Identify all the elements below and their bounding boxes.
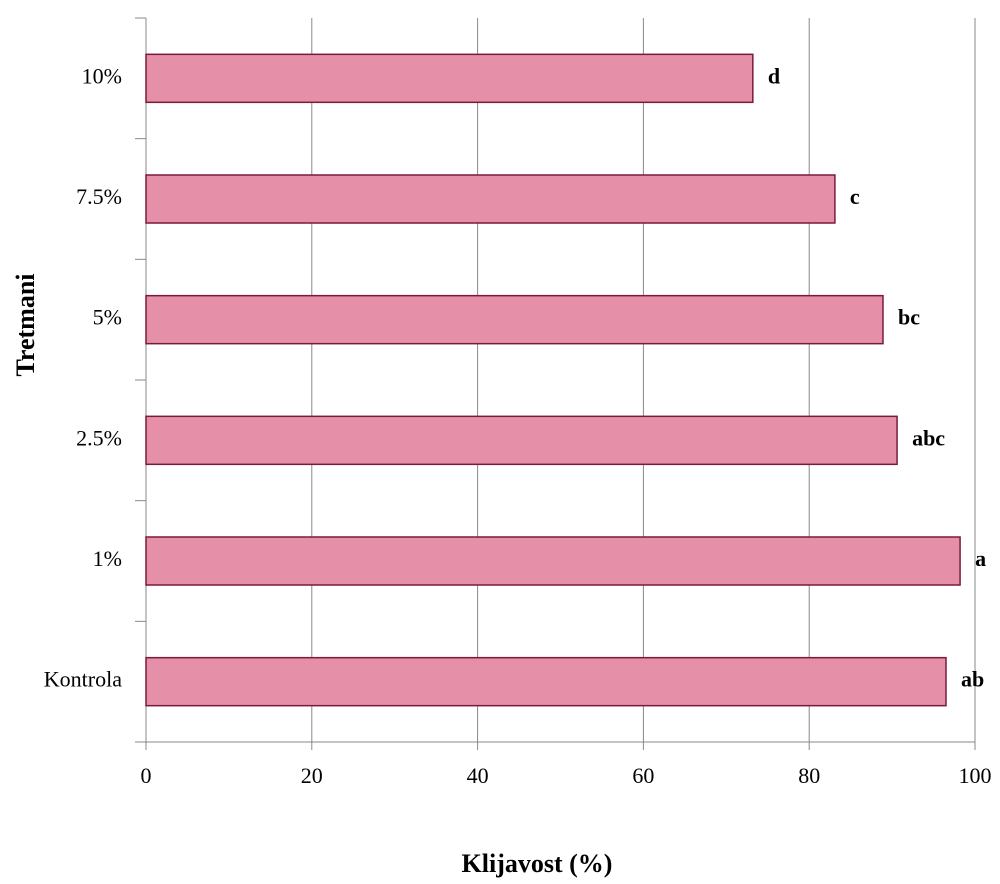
- bar: [145, 53, 754, 104]
- y-tick-label: 10%: [82, 63, 122, 88]
- annotation: a: [975, 546, 986, 571]
- y-axis-label: Tretmani: [11, 273, 40, 376]
- y-tick-label: 2.5%: [76, 425, 122, 450]
- y-tick-label: 7.5%: [76, 184, 122, 209]
- y-tick-label: Kontrola: [44, 667, 122, 692]
- bar: [145, 536, 961, 586]
- bar: [145, 656, 947, 707]
- x-tick-label: 40: [467, 763, 489, 788]
- x-tick-label: 20: [301, 763, 323, 788]
- annotation: ab: [961, 667, 984, 692]
- annotation: bc: [898, 305, 920, 330]
- x-axis-label: Klijavost (%): [462, 849, 613, 878]
- x-tick-label: 100: [959, 763, 992, 788]
- x-tick-label: 60: [632, 763, 654, 788]
- x-tick-label: 0: [141, 763, 152, 788]
- bar: [145, 415, 898, 466]
- annotation: d: [768, 63, 780, 88]
- y-tick-label: 5%: [93, 305, 122, 330]
- x-tick-label: 80: [798, 763, 820, 788]
- annotation: c: [850, 184, 860, 209]
- annotation: abc: [912, 425, 945, 450]
- y-tick-label: 1%: [93, 546, 122, 571]
- bar: [145, 174, 836, 224]
- bar: [145, 294, 884, 345]
